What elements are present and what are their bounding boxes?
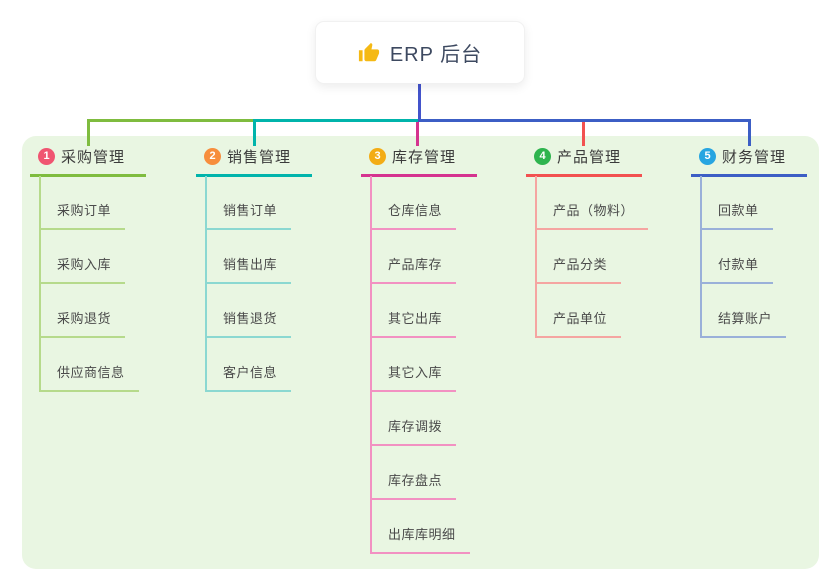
branch-trunk-line <box>700 176 702 338</box>
branch-number-badge: 2 <box>204 147 221 165</box>
branch-drop-line <box>253 119 256 146</box>
branch-header[interactable]: 5 财务管理 <box>699 146 786 166</box>
branch-underline <box>691 174 807 177</box>
child-node[interactable]: 产品（物料） <box>535 198 649 230</box>
branch-trunk-line <box>535 176 537 338</box>
root-node[interactable]: ERP 后台 <box>315 21 525 84</box>
child-node[interactable]: 采购订单 <box>39 198 126 230</box>
child-node[interactable]: 库存盘点 <box>370 468 457 500</box>
root-connector-line <box>418 82 421 122</box>
child-node[interactable]: 供应商信息 <box>39 360 139 392</box>
branch-title: 财务管理 <box>722 148 787 166</box>
rail-segment-finance <box>419 119 751 122</box>
child-node[interactable]: 销售退货 <box>205 306 292 338</box>
branch-header[interactable]: 2 销售管理 <box>204 146 291 166</box>
branch-trunk-line <box>370 176 372 554</box>
child-node[interactable]: 其它入库 <box>370 360 457 392</box>
child-node[interactable]: 产品库存 <box>370 252 457 284</box>
child-node[interactable]: 结算账户 <box>700 306 787 338</box>
child-node[interactable]: 产品单位 <box>535 306 622 338</box>
branch-header[interactable]: 1 采购管理 <box>38 146 125 166</box>
child-node[interactable]: 客户信息 <box>205 360 292 392</box>
child-node[interactable]: 采购入库 <box>39 252 126 284</box>
branch-underline <box>526 174 642 177</box>
branch-drop-line <box>87 119 90 146</box>
rail-segment-purchase <box>87 119 253 122</box>
branch-number-badge: 3 <box>369 147 386 165</box>
rail-segment-sales <box>253 119 418 122</box>
thumbs-up-icon <box>358 42 379 61</box>
branch-drop-line <box>748 119 751 146</box>
child-node[interactable]: 销售出库 <box>205 252 292 284</box>
child-node[interactable]: 付款单 <box>700 252 773 284</box>
root-label: ERP 后台 <box>389 44 483 66</box>
branch-underline <box>30 174 146 177</box>
background-panel <box>22 136 819 569</box>
branch-trunk-line <box>39 176 41 392</box>
child-node[interactable]: 其它出库 <box>370 306 457 338</box>
branch-header[interactable]: 3 库存管理 <box>369 146 456 166</box>
child-node[interactable]: 库存调拨 <box>370 414 457 446</box>
branch-drop-line <box>582 122 585 146</box>
branch-title: 产品管理 <box>557 148 622 166</box>
child-node[interactable]: 出库库明细 <box>370 522 470 554</box>
child-node[interactable]: 采购退货 <box>39 306 126 338</box>
branch-header[interactable]: 4 产品管理 <box>534 146 621 166</box>
branch-drop-line <box>416 122 419 146</box>
branch-number-badge: 5 <box>699 147 716 165</box>
child-node[interactable]: 回款单 <box>700 198 773 230</box>
branch-underline <box>196 174 312 177</box>
branch-number-badge: 1 <box>38 147 55 165</box>
child-node[interactable]: 仓库信息 <box>370 198 457 230</box>
branch-title: 库存管理 <box>392 148 457 166</box>
child-node[interactable]: 销售订单 <box>205 198 292 230</box>
child-node[interactable]: 产品分类 <box>535 252 622 284</box>
branch-title: 销售管理 <box>227 148 292 166</box>
branch-trunk-line <box>205 176 207 392</box>
branch-title: 采购管理 <box>61 148 126 166</box>
branch-number-badge: 4 <box>534 147 551 165</box>
branch-underline <box>361 174 477 177</box>
